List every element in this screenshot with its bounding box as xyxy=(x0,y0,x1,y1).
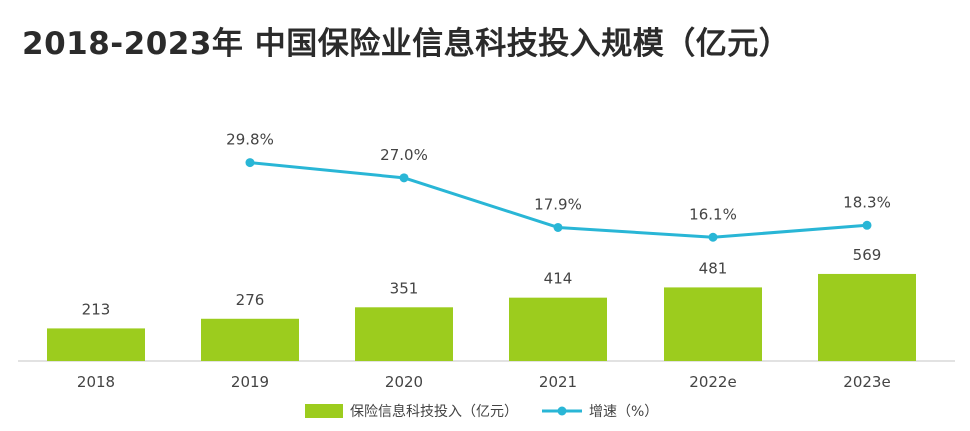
x-tick-label: 2019 xyxy=(231,373,269,391)
x-tick-label: 2022e xyxy=(689,373,736,391)
bar-data-label: 276 xyxy=(236,291,265,309)
bar xyxy=(664,287,762,361)
growth-point xyxy=(553,222,563,232)
growth-data-label: 16.1% xyxy=(689,205,737,223)
growth-point xyxy=(245,158,255,168)
bar-data-label: 351 xyxy=(390,279,419,297)
growth-point xyxy=(862,220,872,230)
bar-data-label: 569 xyxy=(853,246,882,264)
x-tick-label: 2023e xyxy=(843,373,890,391)
bar xyxy=(47,328,145,361)
bar-data-label: 213 xyxy=(82,300,111,318)
legend-label-bar: 保险信息科技投入（亿元） xyxy=(350,403,518,420)
x-tick-label: 2021 xyxy=(539,373,577,391)
growth-point xyxy=(708,232,718,242)
growth-data-label: 27.0% xyxy=(380,146,428,164)
growth-data-label: 29.8% xyxy=(226,131,274,149)
legend-swatch-bar xyxy=(305,404,343,418)
bar-data-label: 414 xyxy=(544,270,573,288)
bar xyxy=(509,297,607,361)
legend-label-line: 增速（%） xyxy=(589,404,658,420)
x-tick-label: 2018 xyxy=(77,373,115,391)
bar xyxy=(818,273,916,361)
growth-point xyxy=(399,173,409,183)
legend-marker-line xyxy=(557,406,567,416)
growth-data-label: 17.9% xyxy=(534,195,582,213)
x-tick-label: 2020 xyxy=(385,373,423,391)
bar-data-label: 481 xyxy=(699,259,728,277)
chart-title: 2018-2023年 中国保险业信息科技投入规模（亿元） xyxy=(22,26,791,62)
bar xyxy=(201,318,299,361)
bar xyxy=(355,307,453,361)
growth-data-label: 18.3% xyxy=(843,193,891,211)
